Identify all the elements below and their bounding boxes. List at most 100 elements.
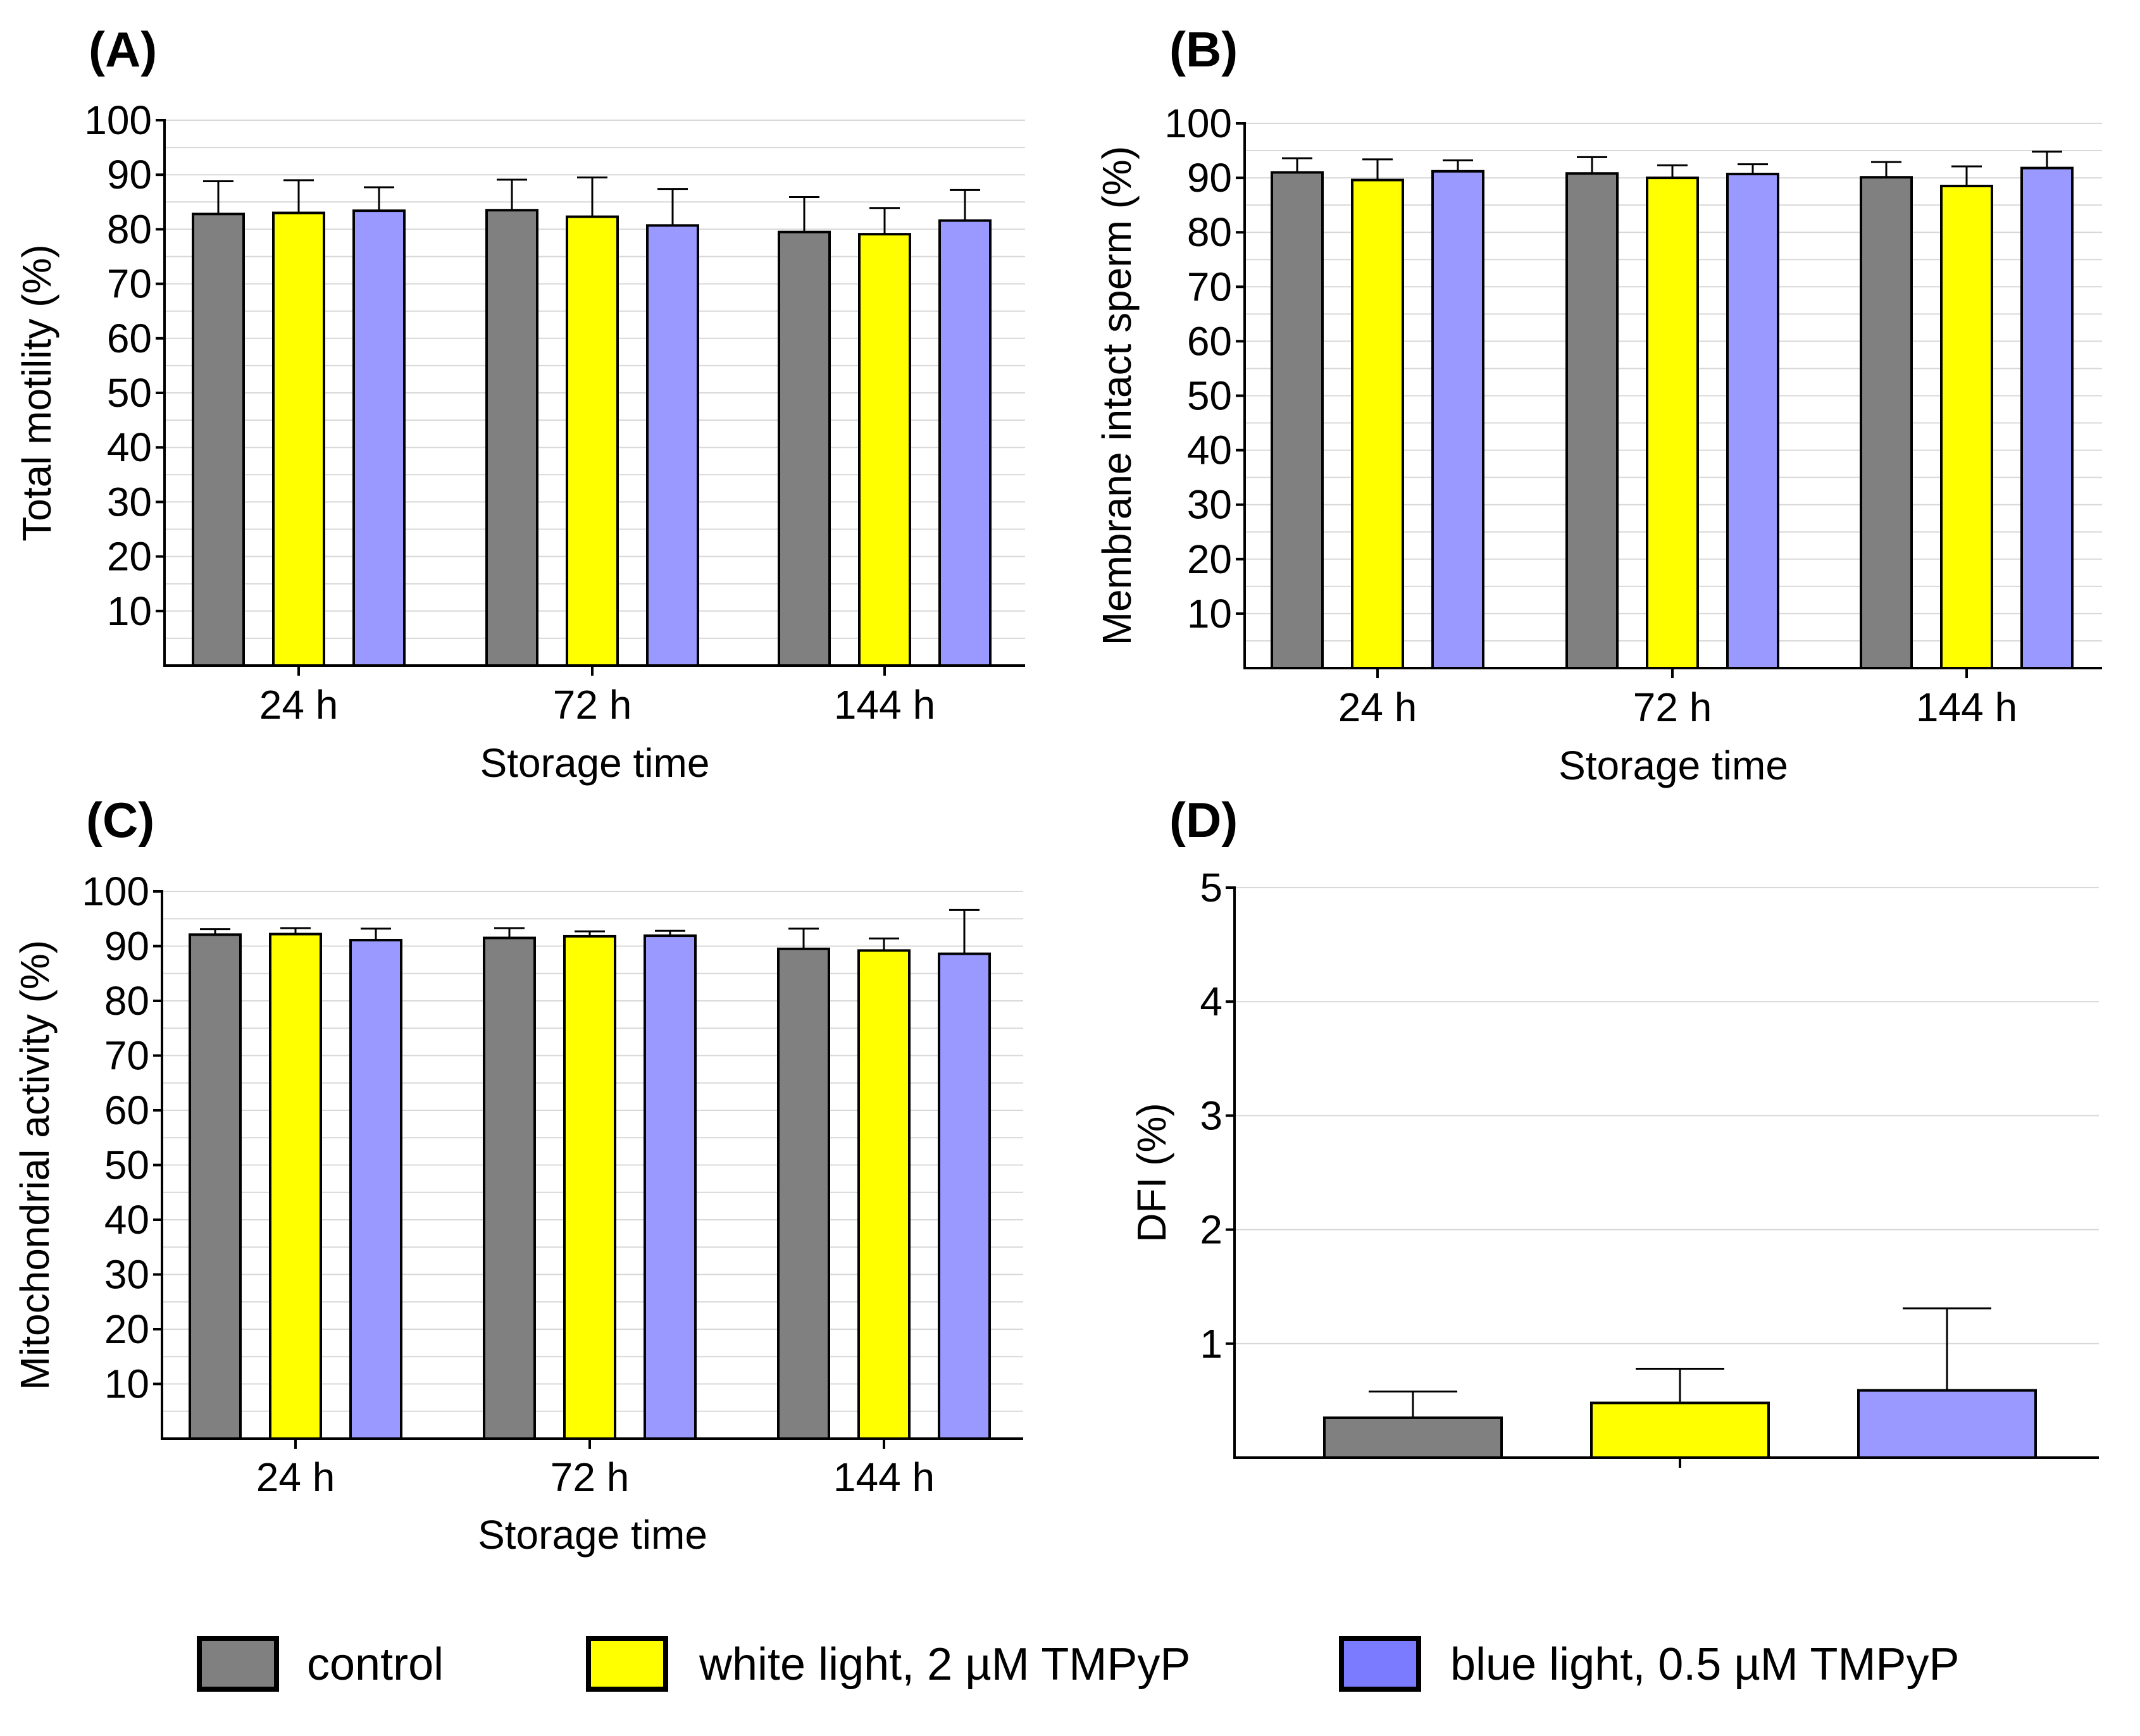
bar-control — [778, 230, 831, 667]
bar-white-light — [563, 934, 616, 1441]
y-tick-label: 70 — [104, 1033, 149, 1079]
y-tick-label: 20 — [107, 534, 152, 580]
y-tick-label: 2 — [1200, 1207, 1222, 1253]
chart-panel-d: 1 2 3 4 5 DFI (%) (D) — [1129, 792, 2099, 1468]
y-axis-title: DFI (%) — [1129, 1103, 1174, 1242]
y-tick-label: 30 — [107, 479, 152, 524]
legend-item-blue-light: blue light, 0.5 µM TMPyP — [1339, 1636, 1959, 1692]
y-axis-title: Membrane intact sperm (%) — [1094, 146, 1140, 646]
y-tick-label: 40 — [107, 425, 152, 470]
bar-blue-light — [352, 209, 406, 667]
bar-blue-light — [2020, 166, 2074, 669]
y-tick-label: 60 — [104, 1088, 149, 1133]
bar-blue-light — [644, 934, 697, 1440]
x-axis-title: Storage time — [480, 740, 710, 786]
x-tick-label: 72 h — [1633, 685, 1712, 730]
bar-blue-light — [646, 224, 699, 667]
y-tick-label: 20 — [104, 1306, 149, 1352]
bar-white-light — [269, 933, 322, 1440]
y-tick-label: 40 — [1187, 428, 1232, 473]
x-tick-label: 72 h — [551, 1454, 630, 1500]
bar-control — [1860, 176, 1913, 669]
legend-label: control — [307, 1639, 444, 1690]
bar-control — [777, 947, 830, 1440]
y-tick-label: 60 — [1187, 318, 1232, 364]
legend-swatch — [1339, 1636, 1421, 1692]
bar-blue-light — [1431, 170, 1484, 669]
y-tick-label: 100 — [84, 97, 152, 143]
legend-item-control: control — [197, 1636, 444, 1692]
chart-panel-b: 10 20 30 40 50 60 70 80 90 100 24 h 72 h 144 h Storag… — [1094, 22, 2102, 788]
chart-panel-a: 10 20 30 40 50 60 70 80 90 100 24 h 72 h 144 h Storag… — [14, 22, 1025, 786]
bar-white-light — [858, 233, 911, 667]
legend-item-white-light: white light, 2 µM TMPyP — [586, 1636, 1190, 1692]
bar-blue-light — [938, 219, 992, 667]
bar-control — [1565, 172, 1619, 670]
y-tick-label: 100 — [82, 869, 149, 914]
y-tick-label: 90 — [1187, 155, 1232, 201]
x-tick-label: 24 h — [256, 1454, 335, 1500]
x-tick-label: 144 h — [834, 682, 935, 728]
y-tick-label: 10 — [104, 1361, 149, 1407]
x-tick-label: 72 h — [553, 682, 632, 728]
bar-control — [1271, 171, 1324, 669]
bar-blue-light — [1857, 1389, 2037, 1459]
bar-white-light — [1940, 185, 1993, 669]
legend-swatch — [197, 1636, 279, 1692]
panel-label: (D) — [1169, 792, 1238, 848]
y-tick-label: 80 — [107, 206, 152, 252]
x-axis-title: Storage time — [1558, 743, 1788, 788]
y-tick-label: 100 — [1164, 101, 1232, 146]
bar-blue-light — [1726, 173, 1779, 669]
y-tick-label: 50 — [1187, 373, 1232, 419]
y-tick-label: 30 — [1187, 482, 1232, 528]
x-tick-label: 24 h — [1338, 685, 1417, 730]
legend-label: blue light, 0.5 µM TMPyP — [1450, 1639, 1959, 1690]
legend-swatch — [586, 1636, 668, 1692]
y-tick-label: 3 — [1200, 1093, 1222, 1138]
bar-control — [1323, 1416, 1503, 1459]
y-tick-label: 70 — [1187, 264, 1232, 309]
bar-white-light — [857, 949, 911, 1441]
bar-white-light — [1351, 178, 1404, 669]
y-tick-label: 1 — [1200, 1321, 1222, 1367]
x-tick-label: 144 h — [833, 1454, 935, 1500]
gridlines — [1235, 887, 2099, 1344]
y-tick-label: 5 — [1200, 865, 1222, 910]
bar-control — [189, 933, 242, 1440]
y-axis-title: Total motility (%) — [14, 244, 59, 541]
y-tick-label: 70 — [107, 261, 152, 307]
y-tick-label: 50 — [104, 1143, 149, 1188]
panel-label: (B) — [1169, 22, 1238, 77]
y-tick-label: 20 — [1187, 536, 1232, 582]
y-tick-label: 90 — [107, 152, 152, 197]
bar-white-light — [1646, 177, 1699, 670]
y-tick-label: 80 — [1187, 209, 1232, 255]
bar-control — [485, 209, 538, 667]
bar-control — [192, 213, 245, 667]
y-tick-label: 40 — [104, 1197, 149, 1243]
y-tick-label: 4 — [1200, 979, 1222, 1024]
panel-label: (C) — [86, 792, 154, 848]
bar-white-light — [566, 215, 619, 667]
legend-label: white light, 2 µM TMPyP — [699, 1639, 1190, 1690]
y-tick-label: 90 — [104, 924, 149, 969]
y-tick-label: 50 — [107, 370, 152, 416]
y-tick-label: 10 — [1187, 591, 1232, 636]
y-tick-label: 10 — [107, 588, 152, 634]
bar-white-light — [272, 211, 325, 667]
bar-white-light — [1590, 1401, 1770, 1459]
bar-control — [483, 936, 536, 1440]
panel-label: (A) — [89, 22, 157, 77]
x-tick-label: 24 h — [259, 682, 339, 728]
y-axis-title: Mitochondrial activity (%) — [12, 940, 58, 1390]
x-axis-title: Storage time — [478, 1512, 707, 1558]
chart-panels: 10 20 30 40 50 60 70 80 90 100 24 h 72 h 144 h Storag… — [12, 22, 2102, 1558]
y-tick-label: 60 — [107, 316, 152, 361]
y-tick-label: 30 — [104, 1252, 149, 1298]
chart-panel-c: 10 20 30 40 50 60 70 80 90 100 24 h 72 h 144 h Storag… — [12, 792, 1023, 1558]
bar-blue-light — [938, 952, 991, 1440]
y-tick-label: 80 — [104, 978, 149, 1024]
